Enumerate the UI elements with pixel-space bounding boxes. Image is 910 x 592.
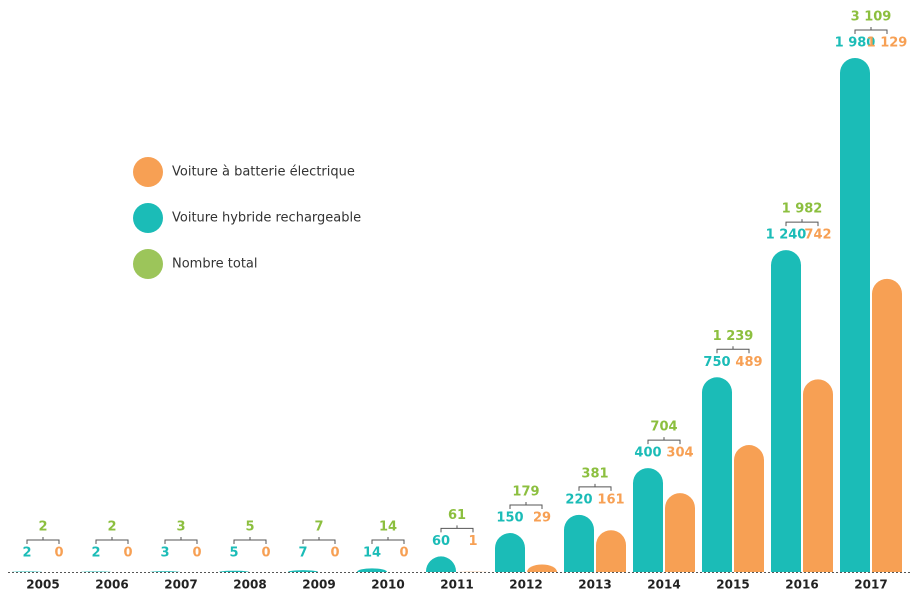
total-bracket <box>647 437 681 445</box>
x-tick-label: 2013 <box>578 578 611 592</box>
bar <box>872 278 902 572</box>
value-label: 0 <box>123 546 132 561</box>
value-label: 0 <box>330 546 339 561</box>
total-bracket <box>95 537 129 544</box>
value-label: 0 <box>399 546 408 561</box>
bar <box>288 570 318 572</box>
bar <box>81 571 111 572</box>
value-label: 0 <box>192 546 201 561</box>
total-bracket <box>302 537 336 544</box>
bar <box>527 564 557 572</box>
total-bracket <box>164 537 198 544</box>
total-label: 381 <box>581 466 608 481</box>
value-label: 742 <box>804 228 831 243</box>
value-label: 7 <box>298 546 307 561</box>
value-label: 489 <box>735 355 762 370</box>
total-label: 1 982 <box>782 202 823 217</box>
value-label: 29 <box>533 511 551 526</box>
total-bracket <box>440 525 474 533</box>
total-bracket <box>371 537 405 544</box>
bar <box>219 570 249 572</box>
bar <box>665 493 695 572</box>
legend-label: Voiture à batterie électrique <box>172 165 355 180</box>
value-label: 14 <box>363 546 381 561</box>
total-bracket <box>854 27 888 34</box>
total-bracket <box>26 537 60 544</box>
value-label: 60 <box>432 534 450 549</box>
bar <box>564 514 594 572</box>
bar <box>596 530 626 572</box>
x-tick-label: 2014 <box>647 578 680 592</box>
value-label: 150 <box>496 511 523 526</box>
total-bracket <box>233 537 267 544</box>
value-label: 0 <box>54 546 63 561</box>
x-tick-label: 2008 <box>233 578 266 592</box>
value-label: 1 980 <box>835 36 876 51</box>
value-label: 2 <box>22 546 31 561</box>
value-label: 5 <box>229 546 238 561</box>
value-label: 161 <box>597 492 624 507</box>
legend-swatch <box>133 249 163 279</box>
bar <box>12 571 42 572</box>
x-tick-label: 2017 <box>854 578 887 592</box>
value-label: 1 240 <box>766 228 807 243</box>
bar <box>150 571 180 572</box>
total-bracket <box>578 483 612 491</box>
x-tick-label: 2009 <box>302 578 335 592</box>
bar <box>633 468 663 572</box>
bar <box>803 379 833 572</box>
value-label: 304 <box>666 446 693 461</box>
legend-label: Nombre total <box>172 257 258 272</box>
bar <box>702 377 732 572</box>
total-label: 3 109 <box>851 10 892 25</box>
total-label: 704 <box>650 420 677 435</box>
bar <box>771 250 801 572</box>
x-tick-label: 2011 <box>440 578 473 592</box>
bar <box>734 445 764 572</box>
total-label: 7 <box>314 520 323 535</box>
total-label: 3 <box>176 520 185 535</box>
x-tick-label: 2010 <box>371 578 404 592</box>
legend-swatch <box>133 157 163 187</box>
x-tick-label: 2015 <box>716 578 749 592</box>
total-label: 5 <box>245 520 254 535</box>
total-label: 61 <box>448 508 466 523</box>
legend-swatch <box>133 203 163 233</box>
value-label: 3 <box>160 546 169 561</box>
x-tick-label: 2012 <box>509 578 542 592</box>
total-label: 1 239 <box>713 329 754 344</box>
x-tick-label: 2006 <box>95 578 128 592</box>
total-label: 179 <box>512 485 539 500</box>
total-label: 14 <box>379 520 397 535</box>
total-bracket <box>785 219 819 227</box>
total-bracket <box>716 346 750 354</box>
bar <box>840 58 870 572</box>
x-tick-label: 2005 <box>26 578 59 592</box>
legend-label: Voiture hybride rechargeable <box>172 211 361 226</box>
value-label: 400 <box>634 446 661 461</box>
total-label: 2 <box>38 520 47 535</box>
value-label: 220 <box>565 492 592 507</box>
value-label: 1 129 <box>867 36 908 51</box>
value-label: 1 <box>468 534 477 549</box>
x-tick-label: 2007 <box>164 578 197 592</box>
total-label: 2 <box>107 520 116 535</box>
bar <box>426 556 456 572</box>
bar <box>495 533 525 572</box>
value-label: 2 <box>91 546 100 561</box>
total-bracket <box>509 502 543 510</box>
value-label: 750 <box>703 355 730 370</box>
bar <box>357 568 387 572</box>
x-tick-label: 2016 <box>785 578 818 592</box>
value-label: 0 <box>261 546 270 561</box>
